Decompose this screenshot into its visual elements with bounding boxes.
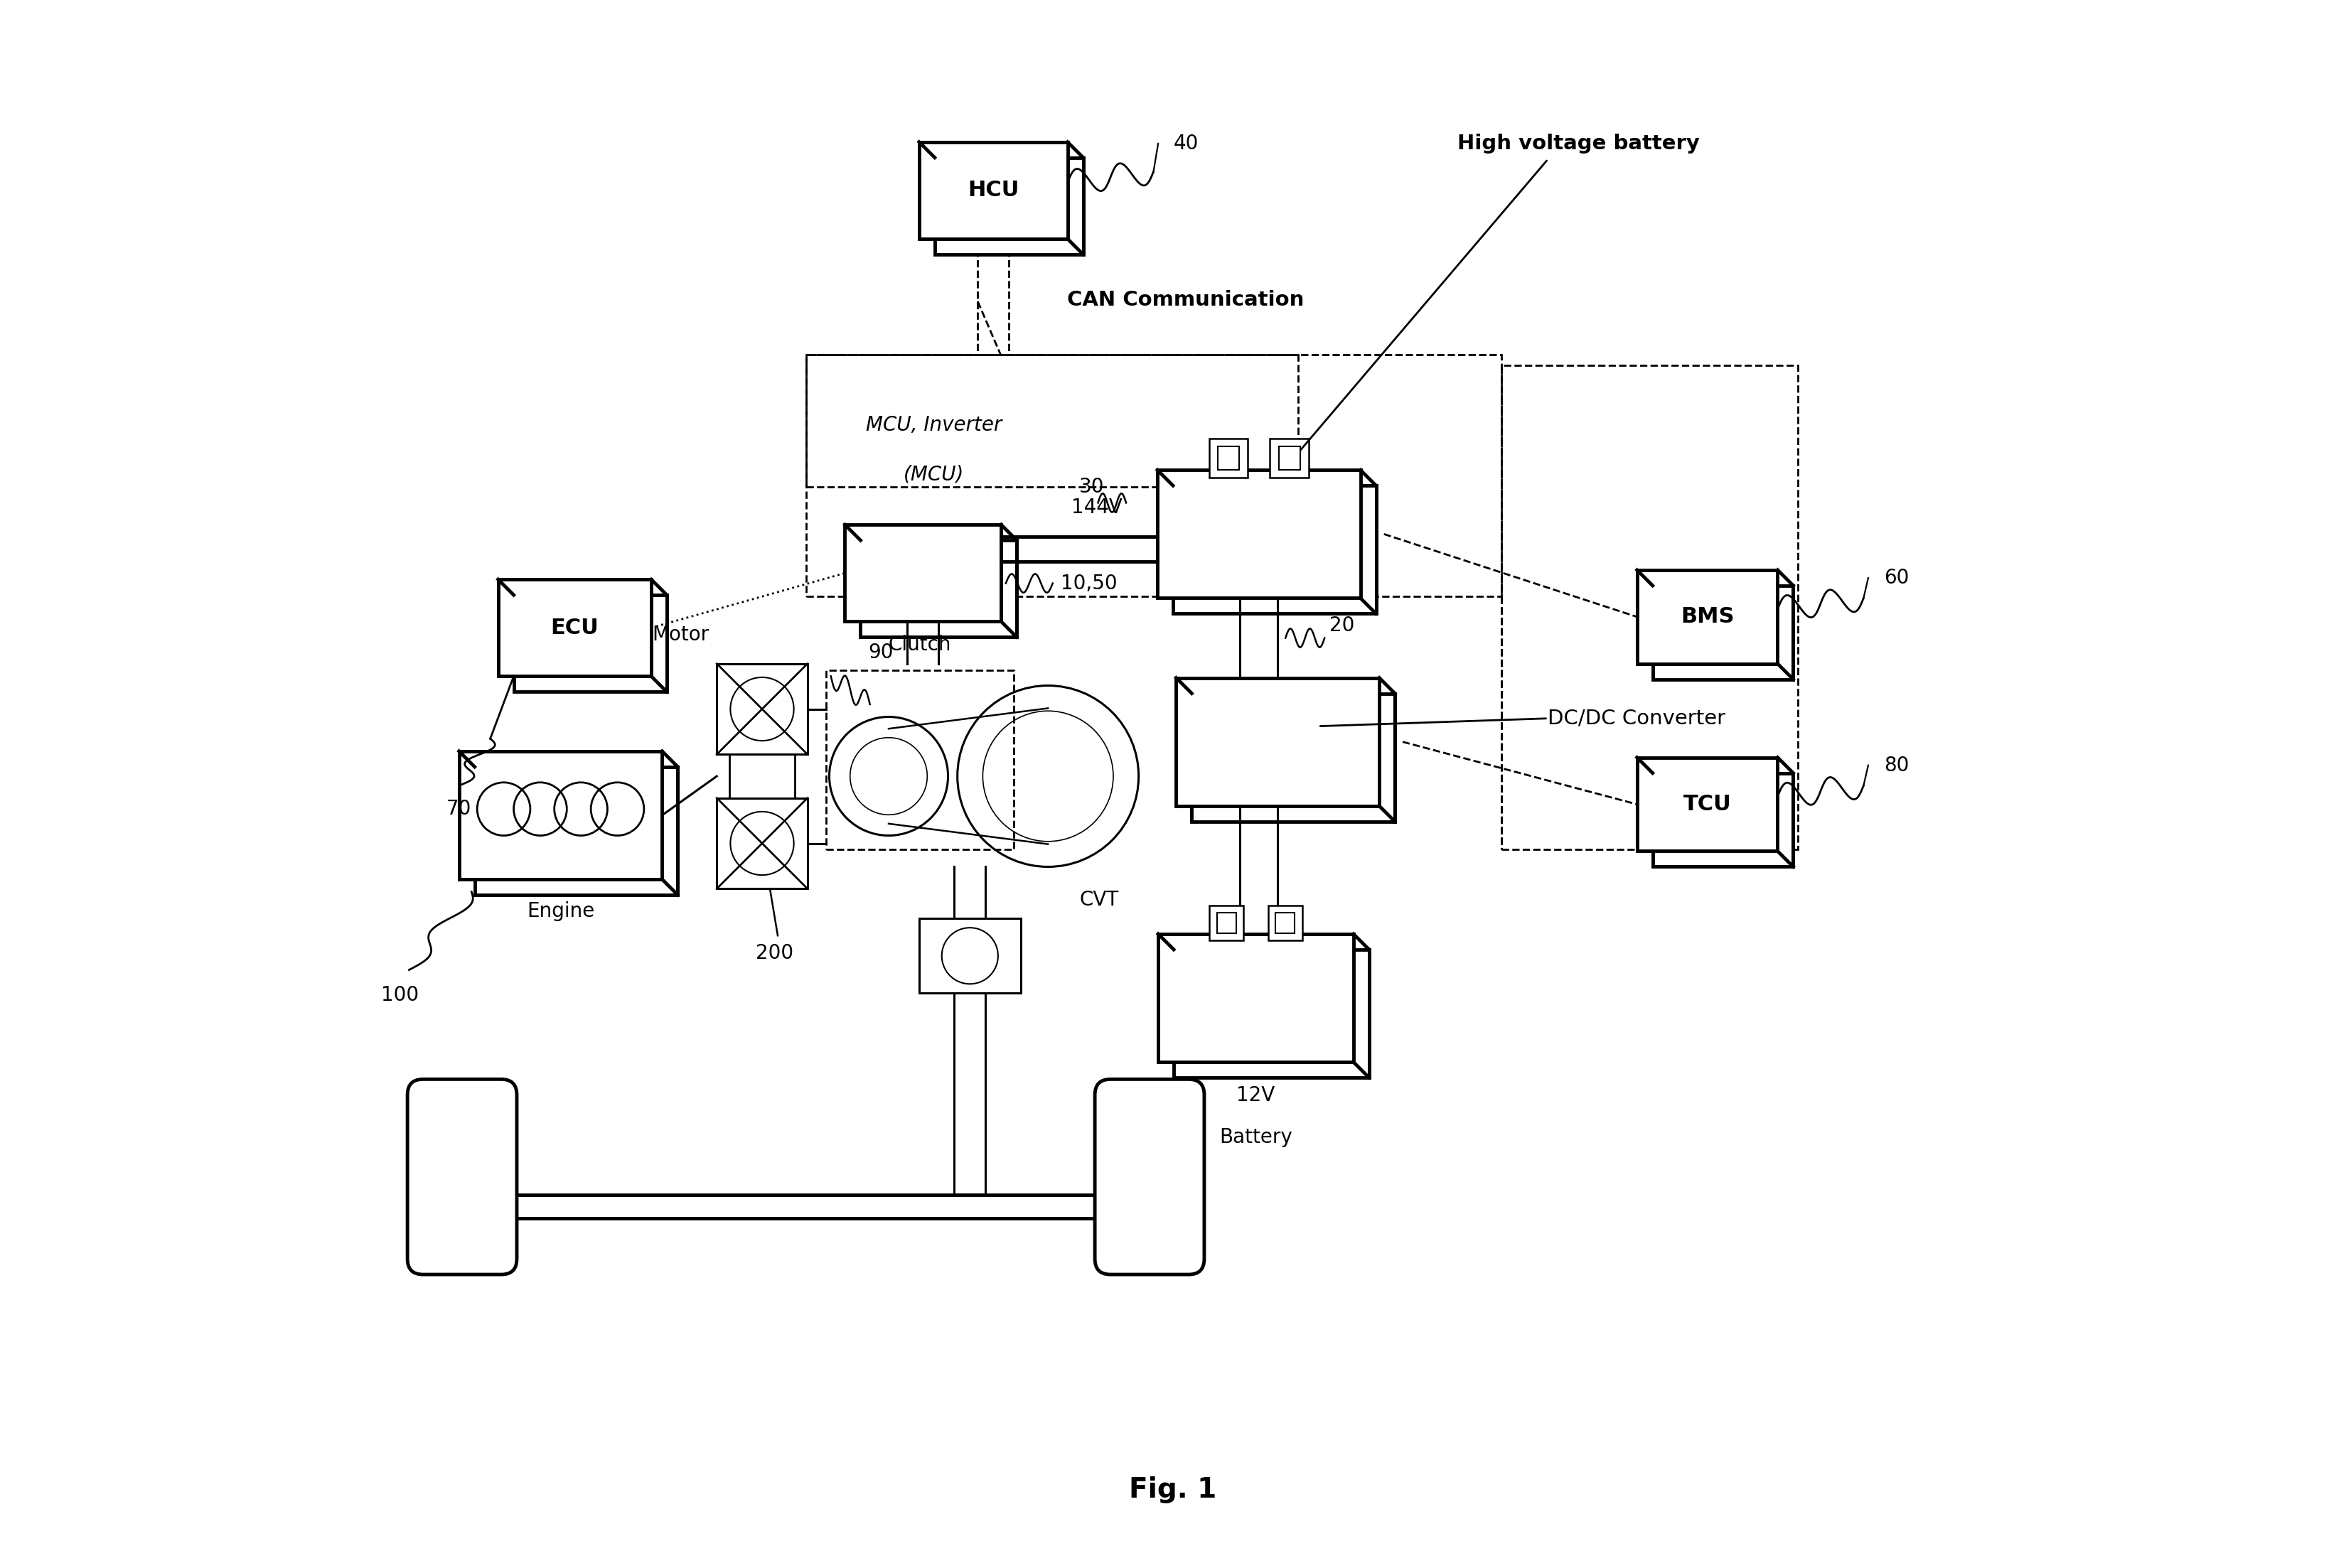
FancyBboxPatch shape (1208, 439, 1248, 478)
Text: CAN Communication: CAN Communication (1067, 290, 1304, 310)
Text: 144V: 144V (1072, 497, 1121, 517)
Text: 80: 80 (1884, 756, 1910, 775)
FancyBboxPatch shape (718, 663, 807, 754)
Text: 12V: 12V (1236, 1085, 1276, 1105)
FancyBboxPatch shape (1652, 773, 1792, 867)
Text: DC/DC Converter: DC/DC Converter (1548, 709, 1727, 729)
FancyBboxPatch shape (1269, 439, 1309, 478)
Text: High voltage battery: High voltage battery (1457, 133, 1701, 154)
Text: Battery: Battery (1220, 1127, 1293, 1148)
FancyBboxPatch shape (514, 594, 666, 691)
Text: HCU: HCU (967, 180, 1018, 201)
FancyBboxPatch shape (1276, 913, 1295, 933)
FancyBboxPatch shape (1159, 935, 1354, 1062)
FancyBboxPatch shape (460, 751, 662, 880)
FancyBboxPatch shape (1175, 677, 1379, 806)
Text: (MCU): (MCU) (903, 464, 964, 485)
Text: MCU, Inverter: MCU, Inverter (866, 416, 1002, 434)
Text: 10,50: 10,50 (1060, 574, 1117, 593)
FancyBboxPatch shape (845, 525, 1002, 621)
FancyBboxPatch shape (934, 158, 1084, 254)
Text: 90: 90 (868, 643, 894, 662)
Text: Fig. 1: Fig. 1 (1128, 1477, 1218, 1504)
FancyBboxPatch shape (1638, 571, 1778, 663)
Text: CVT: CVT (1079, 891, 1119, 909)
Text: Engine: Engine (528, 902, 594, 920)
Text: 70: 70 (446, 800, 472, 818)
FancyBboxPatch shape (1157, 470, 1361, 597)
Text: 100: 100 (380, 986, 418, 1005)
FancyBboxPatch shape (1173, 950, 1370, 1077)
FancyBboxPatch shape (1208, 906, 1243, 941)
FancyBboxPatch shape (920, 143, 1067, 238)
FancyBboxPatch shape (497, 579, 652, 676)
FancyBboxPatch shape (1218, 913, 1236, 933)
FancyBboxPatch shape (1173, 486, 1377, 613)
Text: 30: 30 (1079, 477, 1105, 497)
Text: Clutch: Clutch (889, 635, 952, 654)
Text: 40: 40 (1173, 133, 1199, 154)
Text: 20: 20 (1330, 616, 1354, 635)
Text: Motor: Motor (652, 626, 708, 644)
FancyBboxPatch shape (861, 541, 1016, 637)
Text: 200: 200 (755, 944, 793, 963)
FancyBboxPatch shape (1652, 585, 1792, 679)
FancyBboxPatch shape (1638, 757, 1778, 851)
FancyBboxPatch shape (718, 798, 807, 889)
FancyBboxPatch shape (920, 919, 1021, 993)
Text: 60: 60 (1884, 568, 1910, 588)
FancyBboxPatch shape (1192, 693, 1396, 822)
FancyBboxPatch shape (474, 767, 678, 895)
FancyBboxPatch shape (1267, 906, 1302, 941)
FancyBboxPatch shape (1279, 447, 1300, 470)
Text: ECU: ECU (551, 618, 598, 638)
Text: TCU: TCU (1682, 793, 1731, 815)
FancyBboxPatch shape (1218, 447, 1239, 470)
Text: BMS: BMS (1680, 607, 1734, 627)
FancyBboxPatch shape (408, 1079, 516, 1275)
FancyBboxPatch shape (1096, 1079, 1203, 1275)
